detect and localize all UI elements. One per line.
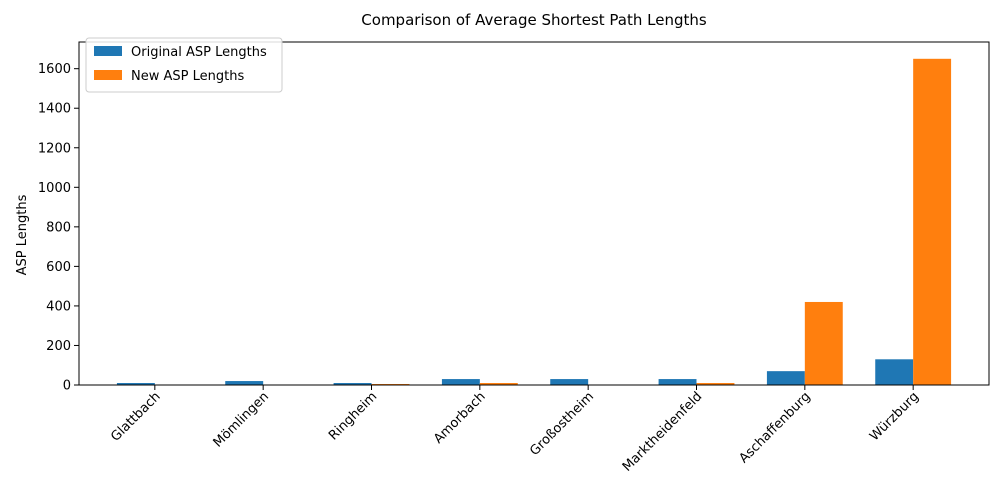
y-tick-label: 200 [46, 339, 71, 354]
legend: Original ASP Lengths New ASP Lengths [85, 37, 283, 93]
bar-original-2 [333, 383, 372, 385]
x-tick-label: Glattbach [108, 389, 163, 444]
x-tick-label: Ringheim [326, 389, 380, 443]
bar-original-0 [116, 383, 155, 385]
y-tick-label: 1600 [38, 62, 71, 77]
y-ticks-group: 0 200 400 600 800 1000 1200 1400 1600 [38, 62, 79, 394]
legend-swatch-new [94, 70, 122, 80]
y-axis-label: ASP Lengths [15, 194, 30, 275]
bar-original-3 [441, 379, 480, 385]
bar-new-6 [804, 301, 843, 385]
legend-swatch-original [94, 46, 122, 56]
bar-original-5 [658, 379, 697, 385]
x-tick-label: Großostheim [527, 389, 597, 459]
x-tick-label: Aschaffenburg [737, 389, 814, 466]
plot-frame [78, 41, 990, 386]
bars-group [116, 58, 952, 386]
chart-title: Comparison of Average Shortest Path Leng… [361, 11, 707, 29]
y-tick-label: 1400 [38, 102, 71, 117]
y-tick-label: 800 [46, 220, 71, 235]
x-ticks-group: Glattbach Mömlingen Ringheim Amorbach Großos… [108, 385, 922, 475]
y-tick-label: 400 [46, 299, 71, 314]
legend-label-new: New ASP Lengths [131, 69, 244, 84]
y-tick-label: 1200 [38, 141, 71, 156]
x-tick-label: Würzburg [867, 389, 922, 444]
bar-new-7 [913, 58, 952, 386]
bar-new-5 [696, 383, 735, 385]
legend-label-original: Original ASP Lengths [131, 45, 267, 60]
y-tick-label: 0 [63, 379, 71, 394]
y-tick-label: 1000 [38, 181, 71, 196]
bar-new-3 [479, 383, 518, 385]
x-tick-label: Marktheidenfeld [620, 389, 706, 475]
x-tick-label: Mömlingen [211, 389, 272, 450]
legend-box [85, 37, 283, 93]
x-tick-label: Amorbach [431, 389, 489, 447]
bar-original-6 [766, 371, 805, 385]
y-tick-label: 600 [46, 260, 71, 275]
bar-original-7 [875, 359, 914, 385]
bar-original-1 [225, 381, 264, 385]
bar-original-4 [550, 379, 589, 385]
